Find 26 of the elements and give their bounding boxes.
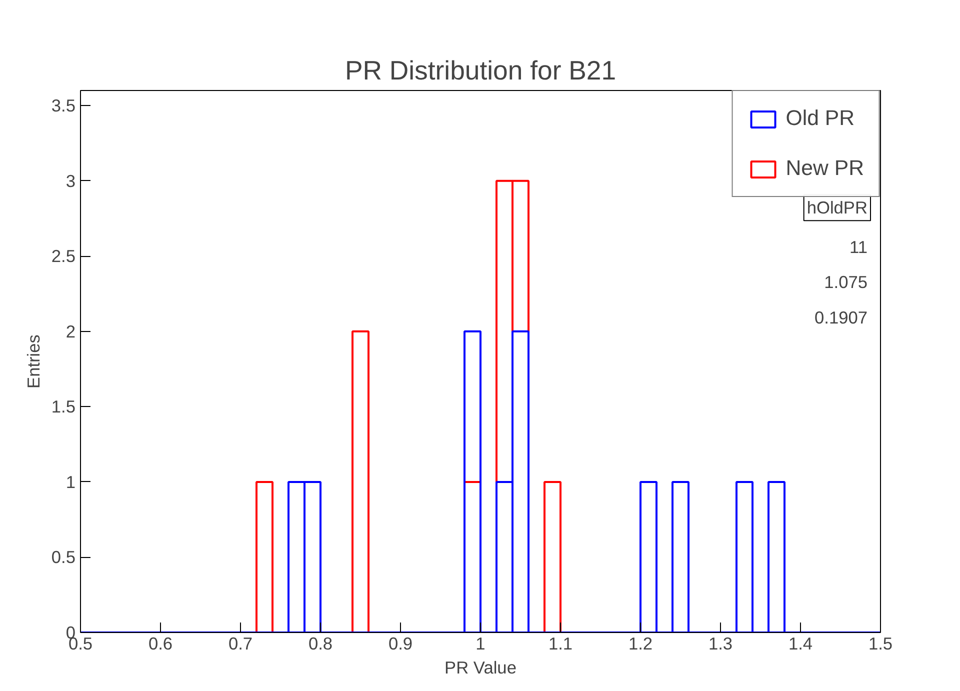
y-tick-label: 2.5	[51, 246, 76, 266]
chart-title: PR Distribution for B21	[344, 56, 616, 86]
y-tick-label: 2	[66, 321, 76, 342]
x-tick-label: 1.4	[788, 634, 813, 654]
x-tick-label: 0.8	[308, 634, 333, 654]
x-tick-label: 1.2	[628, 634, 653, 654]
y-tick-label: 0.5	[51, 547, 76, 568]
x-tick-label: 1	[476, 634, 486, 654]
x-axis-title: PR Value	[444, 658, 516, 678]
x-tick-label: 0.6	[148, 634, 173, 654]
annotation: hOldPR	[806, 198, 868, 218]
x-tick-label: 1.5	[868, 634, 893, 654]
annotation: 0.1907	[814, 307, 868, 328]
x-tick-label: 1.1	[548, 634, 573, 654]
legend-label: New PR	[786, 156, 864, 181]
y-tick-label: 3	[66, 170, 76, 191]
x-tick-label: 0.9	[388, 634, 413, 654]
x-tick-label: 1.3	[708, 634, 733, 654]
y-axis-title: Entries	[23, 334, 44, 388]
x-tick-label: 0.7	[228, 634, 253, 654]
annotation: 1.075	[824, 272, 868, 292]
annotation: 11	[850, 236, 868, 257]
y-tick-label: 1	[66, 472, 76, 492]
y-tick-label: 3.5	[51, 96, 76, 116]
legend-label: Old PR	[786, 106, 855, 131]
y-tick-label: 1.5	[51, 396, 76, 417]
